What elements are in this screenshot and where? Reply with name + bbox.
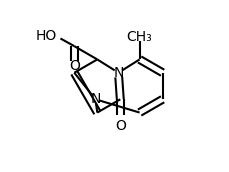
Text: O: O [68, 59, 79, 73]
Text: N: N [113, 66, 123, 80]
Text: CH₃: CH₃ [126, 30, 152, 44]
Text: O: O [114, 119, 125, 133]
Text: HO: HO [35, 29, 56, 43]
Text: N: N [90, 92, 100, 106]
